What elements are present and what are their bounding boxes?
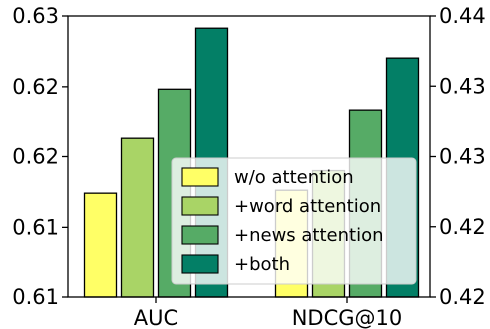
left-y-tick-label: 0.63 [12, 4, 59, 28]
bar-auc-word-attention [120, 137, 155, 298]
legend-box [171, 157, 417, 285]
axes-layer: 0.61 0.61 0.62 0.62 0.63 0.42 0.42 0.43 0.43 0.44… [12, 4, 486, 329]
legend-swatch-both [181, 254, 219, 274]
x-tick-label-ndcg-10: NDCG@10 [292, 306, 403, 329]
right-y-tick-label: 0.42 [439, 285, 486, 309]
x-tick-label-auc: AUC [134, 306, 178, 329]
legend-swatch-word-attention [181, 196, 219, 216]
right-y-tick-label: 0.43 [439, 145, 486, 169]
bar-auc-w-o-attention [83, 192, 118, 298]
legend-label-both: +both [234, 254, 290, 275]
legend-swatch-news-attention [181, 225, 219, 245]
right-y-tick-label: 0.44 [439, 4, 486, 28]
right-y-tick-label: 0.42 [439, 215, 486, 239]
left-y-tick-label: 0.62 [12, 145, 59, 169]
left-y-tick-label: 0.61 [12, 215, 59, 239]
left-y-tick-label: 0.62 [12, 75, 59, 99]
legend-label-word-attention: +word attention [234, 196, 381, 217]
legend-label-news-attention: +news attention [234, 225, 384, 246]
legend-swatch-w-o-attention [181, 167, 219, 187]
left-y-tick-label: 0.61 [12, 285, 59, 309]
right-y-tick-label: 0.43 [439, 74, 486, 98]
legend: w/o attention +word attention +news attent… [171, 157, 417, 285]
legend-label-w-o-attention: w/o attention [234, 167, 354, 188]
